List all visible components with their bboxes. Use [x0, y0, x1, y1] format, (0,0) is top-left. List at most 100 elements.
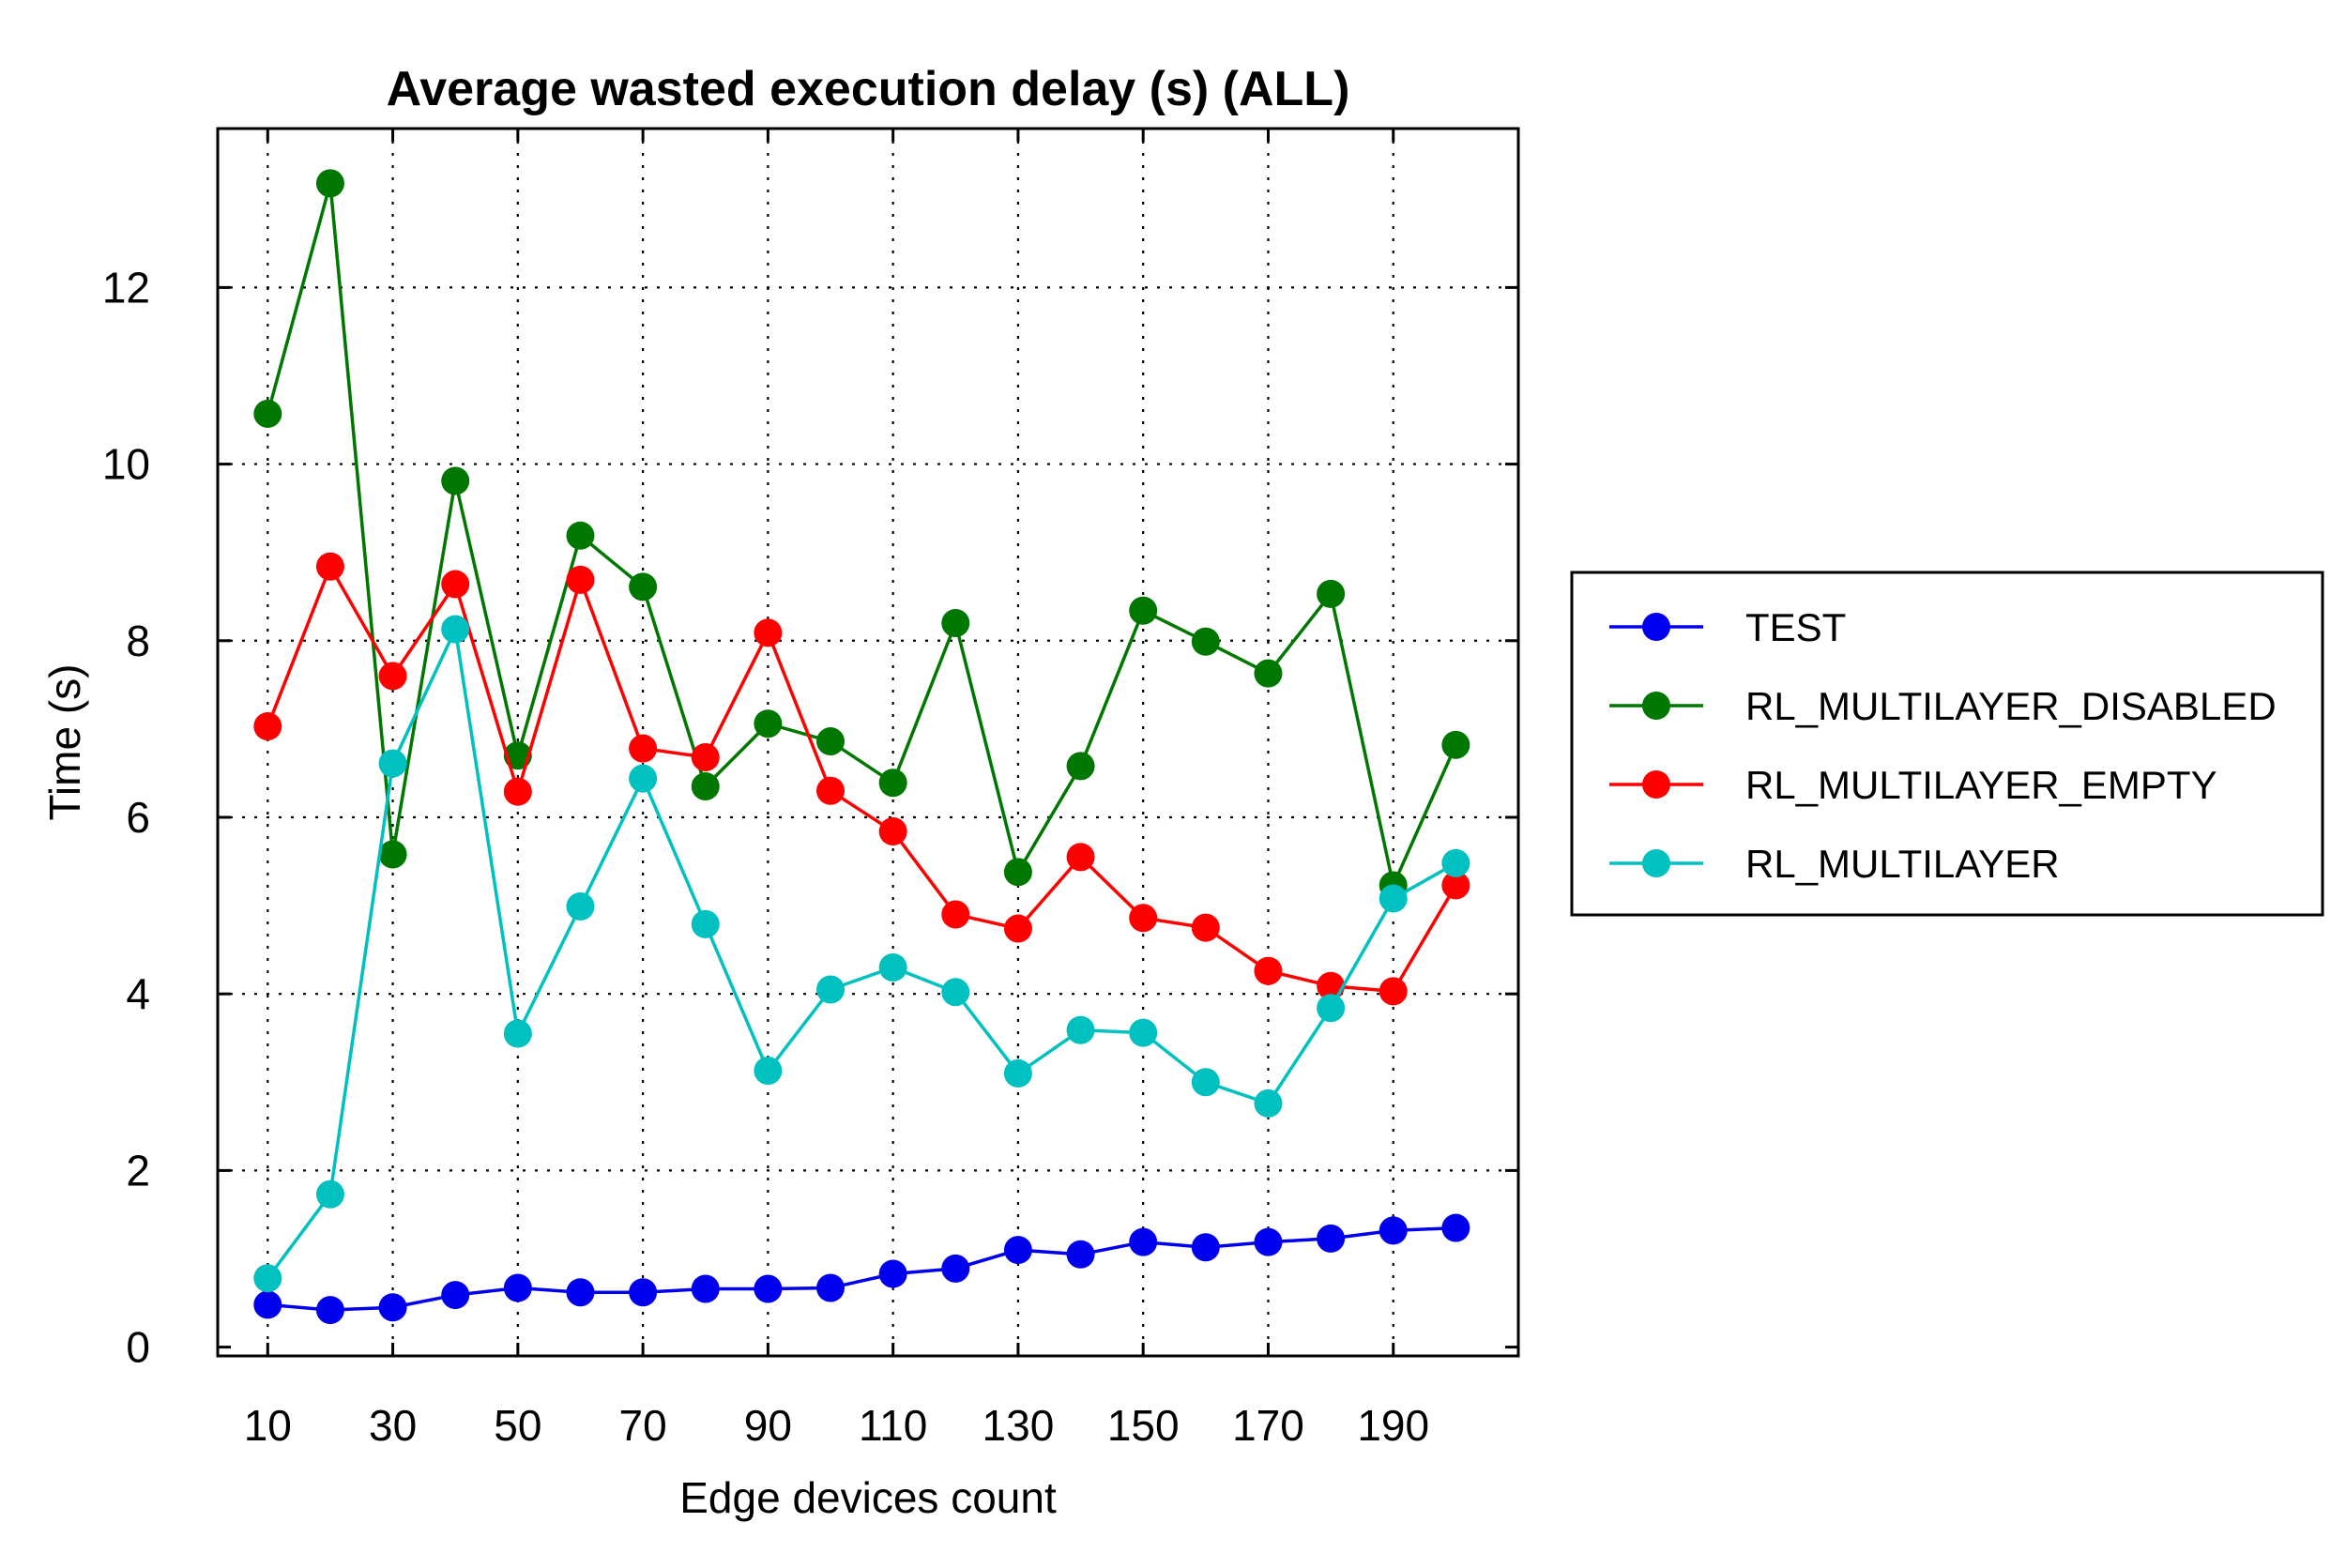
x-tick-label: 150	[1107, 1401, 1180, 1450]
data-point	[315, 1296, 344, 1325]
data-point	[816, 1273, 845, 1302]
data-point	[629, 734, 658, 763]
y-tick-label: 2	[126, 1146, 150, 1195]
data-point	[1003, 914, 1032, 943]
data-point	[1191, 1068, 1220, 1097]
data-point	[315, 169, 344, 198]
data-point	[1317, 994, 1346, 1023]
data-point	[754, 1057, 783, 1086]
data-point	[1003, 1058, 1032, 1088]
chart-title: Average wasted execution delay (s) (ALL)	[387, 62, 1350, 116]
data-point	[754, 1274, 783, 1303]
data-point	[1379, 1216, 1408, 1245]
data-point	[1254, 1227, 1283, 1256]
data-point	[691, 742, 720, 771]
data-point	[441, 466, 470, 495]
data-point	[878, 769, 907, 798]
series-rl-multilayer-empty	[253, 552, 1470, 1006]
y-tick-label: 0	[126, 1323, 150, 1372]
data-point	[1129, 904, 1158, 933]
data-point	[1066, 1015, 1095, 1044]
legend-box	[1570, 571, 2324, 917]
data-point	[1003, 858, 1032, 887]
x-tick-label: 190	[1357, 1401, 1429, 1450]
data-point	[503, 1273, 532, 1302]
data-point	[1066, 752, 1095, 781]
y-tick-label: 8	[126, 617, 150, 665]
legend-label: TEST	[1745, 605, 1846, 649]
data-point	[754, 709, 783, 738]
data-point	[253, 399, 282, 428]
data-point	[1441, 730, 1470, 759]
data-point	[941, 1254, 970, 1283]
series-rl-multilayer-disabled	[253, 169, 1470, 900]
data-point	[691, 909, 720, 938]
data-point	[941, 608, 970, 637]
legend-label: RL_MULTILAYER_EMPTY	[1745, 763, 2217, 807]
data-point	[441, 570, 470, 599]
data-point	[378, 749, 407, 778]
data-point	[1441, 871, 1470, 900]
x-tick-label: 70	[619, 1401, 667, 1450]
data-point	[1379, 977, 1408, 1006]
data-point	[816, 975, 845, 1004]
data-point	[691, 772, 720, 801]
data-point	[1129, 1018, 1158, 1047]
data-point	[1317, 1224, 1346, 1253]
data-point	[1317, 579, 1346, 608]
data-point	[441, 1281, 470, 1310]
y-tick-label: 10	[102, 440, 150, 489]
data-point	[566, 892, 595, 921]
legend-marker	[1642, 849, 1670, 877]
data-point	[378, 1293, 407, 1322]
series-test	[253, 1213, 1470, 1325]
data-point	[378, 840, 407, 869]
data-point	[1441, 1213, 1470, 1242]
data-point	[629, 572, 658, 601]
y-axis-label: Time (s)	[40, 664, 89, 821]
data-point	[1254, 956, 1283, 985]
data-point	[941, 978, 970, 1007]
axes: 10 30 50 70 90 110 130 150 170 190 0 2 4 6 8 10 12	[102, 129, 1518, 1450]
data-point	[1191, 627, 1220, 656]
x-tick-label: 10	[244, 1401, 292, 1450]
data-point	[503, 1019, 532, 1048]
x-tick-label: 50	[494, 1401, 541, 1450]
data-point	[1066, 843, 1095, 872]
data-point	[629, 764, 658, 793]
y-tick-label: 4	[126, 969, 150, 1018]
x-tick-label: 110	[859, 1401, 927, 1450]
data-point	[253, 1290, 282, 1319]
data-point	[1254, 1088, 1283, 1118]
y-tick-label: 6	[126, 793, 150, 842]
x-tick-label: 130	[983, 1401, 1055, 1450]
data-point	[1129, 596, 1158, 625]
data-point	[566, 565, 595, 594]
data-point	[441, 615, 470, 644]
data-point	[315, 1180, 344, 1209]
data-point	[1066, 1240, 1095, 1269]
x-tick-label: 90	[744, 1401, 792, 1450]
legend-marker	[1642, 770, 1670, 799]
data-point	[941, 900, 970, 929]
data-point	[1441, 848, 1470, 877]
y-tick-label: 12	[102, 263, 150, 312]
data-point	[566, 521, 595, 550]
data-point	[754, 618, 783, 647]
legend-marker	[1642, 613, 1670, 641]
data-point	[378, 662, 407, 691]
plot-frame	[216, 127, 1520, 1358]
data-point	[566, 1278, 595, 1307]
series-line-rl-multilayer	[266, 623, 1457, 1280]
data-point	[1129, 1227, 1158, 1256]
data-point	[816, 727, 845, 756]
data-point	[253, 1264, 282, 1293]
legend-marker	[1642, 692, 1670, 720]
legend-label: RL_MULTILAYER_DISABLED	[1745, 684, 2277, 728]
data-point	[691, 1274, 720, 1303]
series-rl-multilayer	[253, 615, 1470, 1293]
series-group	[253, 169, 1470, 1325]
data-point	[878, 1259, 907, 1288]
legend: TEST RL_MULTILAYER_DISABLED RL_MULTILAYER_…	[1570, 571, 2324, 917]
